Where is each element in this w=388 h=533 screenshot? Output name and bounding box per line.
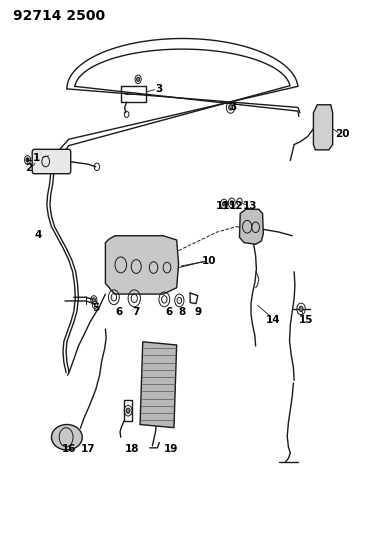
Text: 3: 3 xyxy=(229,102,236,112)
Text: 6: 6 xyxy=(165,306,173,317)
Text: 8: 8 xyxy=(179,306,186,317)
Text: 14: 14 xyxy=(266,314,280,325)
Text: 20: 20 xyxy=(335,129,350,139)
Ellipse shape xyxy=(52,424,82,450)
Text: 11: 11 xyxy=(216,200,230,211)
Circle shape xyxy=(137,77,140,82)
Text: 2: 2 xyxy=(25,164,32,173)
Circle shape xyxy=(222,202,225,206)
Polygon shape xyxy=(239,209,263,244)
Text: 5: 5 xyxy=(92,303,99,313)
Polygon shape xyxy=(140,342,177,427)
Text: 9: 9 xyxy=(194,306,201,317)
Text: 18: 18 xyxy=(125,445,140,455)
Circle shape xyxy=(230,201,233,205)
Circle shape xyxy=(229,105,232,110)
Polygon shape xyxy=(314,105,333,150)
Polygon shape xyxy=(106,236,178,294)
Text: 16: 16 xyxy=(62,445,76,455)
FancyBboxPatch shape xyxy=(32,149,71,174)
Text: 6: 6 xyxy=(115,306,123,317)
Text: 7: 7 xyxy=(133,306,140,317)
Text: 3: 3 xyxy=(156,84,163,94)
Text: 19: 19 xyxy=(164,445,178,455)
Text: 12: 12 xyxy=(229,200,244,211)
Text: 4: 4 xyxy=(34,230,42,240)
Circle shape xyxy=(26,158,29,162)
Text: 13: 13 xyxy=(242,200,257,211)
Circle shape xyxy=(92,298,95,302)
Text: 92714 2500: 92714 2500 xyxy=(13,9,105,23)
Circle shape xyxy=(126,408,130,414)
Text: 15: 15 xyxy=(298,314,313,325)
Text: 1: 1 xyxy=(33,153,40,163)
Text: 10: 10 xyxy=(202,256,217,266)
Text: 17: 17 xyxy=(81,445,95,455)
Circle shape xyxy=(299,306,303,312)
